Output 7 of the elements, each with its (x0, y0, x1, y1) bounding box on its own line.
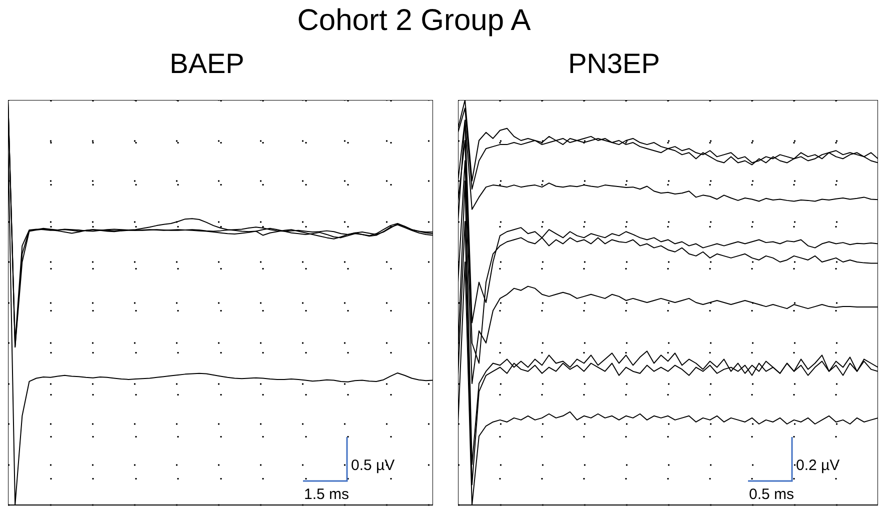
annotation: 0.5 ms (749, 486, 794, 503)
chart-subtitle: PN3EP (568, 48, 660, 80)
annotation: 0.5 µV (351, 457, 395, 474)
annotation: 0.2 µV (796, 457, 840, 474)
chart-subtitle: BAEP (170, 48, 244, 80)
chart-title: Cohort 2 Group A (297, 4, 531, 38)
annotation: 1.5 ms (304, 486, 350, 503)
